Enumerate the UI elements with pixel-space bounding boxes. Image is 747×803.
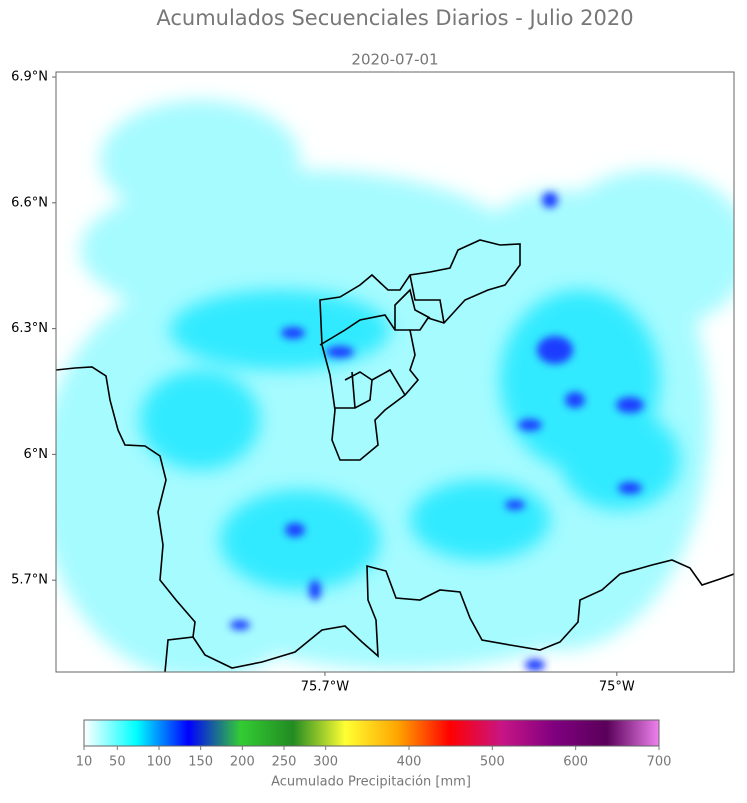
colorbar-tick-label: 400 — [397, 755, 422, 770]
x-tick-label: 75.7°W — [301, 680, 349, 695]
y-tick-label: 6.6°N — [11, 195, 48, 210]
y-tick-label: 6.3°N — [11, 321, 48, 336]
colorbar-tick-label: 600 — [563, 755, 588, 770]
x-tick-label: 75°W — [599, 680, 635, 695]
colorbar-label: Acumulado Precipitación [mm] — [271, 775, 471, 790]
colorbar-tick-label: 50 — [109, 755, 126, 770]
colorbar-tick-label: 700 — [647, 755, 672, 770]
colorbar-tick-label: 100 — [147, 755, 172, 770]
colorbar — [83, 719, 660, 747]
y-tick-label: 5.7°N — [11, 573, 48, 588]
title: Acumulados Secuenciales Diarios - Julio … — [156, 6, 633, 30]
y-tick-label: 6°N — [24, 447, 49, 462]
colorbar-tick-label: 150 — [188, 755, 213, 770]
colorbar-tick-label: 200 — [230, 755, 255, 770]
colorbar-tick-label: 300 — [313, 755, 338, 770]
precipitation-field — [56, 72, 734, 672]
y-tick-label: 6.9°N — [11, 70, 48, 85]
map-frame — [55, 71, 735, 673]
colorbar-tick-label: 250 — [272, 755, 297, 770]
subtitle: 2020-07-01 — [351, 51, 438, 69]
colorbar-tick-label: 10 — [76, 755, 93, 770]
colorbar-tick-label: 500 — [480, 755, 505, 770]
